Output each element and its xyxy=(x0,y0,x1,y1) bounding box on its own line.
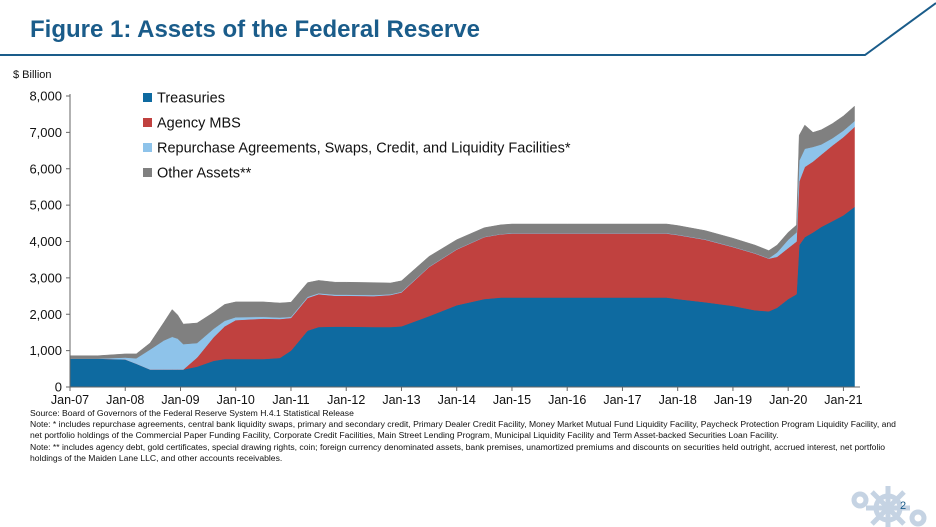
other-assets-note: Note: ** includes agency debt, gold cert… xyxy=(30,441,886,463)
legend-swatch-3 xyxy=(143,168,152,177)
x-tick-label: Jan-08 xyxy=(106,393,144,407)
y-tick-label: 4,000 xyxy=(29,234,62,249)
legend-swatch-1 xyxy=(143,118,152,127)
x-tick-label: Jan-13 xyxy=(382,393,420,407)
x-tick-label: Jan-12 xyxy=(327,393,365,407)
y-tick-label: 8,000 xyxy=(29,89,62,104)
y-tick-label: 0 xyxy=(55,380,62,395)
x-tick-label: Jan-09 xyxy=(161,393,199,407)
x-tick-label: Jan-14 xyxy=(438,393,476,407)
legend-label-2: Repurchase Agreements, Swaps, Credit, an… xyxy=(157,141,571,157)
y-tick-label: 2,000 xyxy=(29,307,62,322)
y-tick-label: 3,000 xyxy=(29,270,62,285)
x-tick-label: Jan-20 xyxy=(769,393,807,407)
x-tick-label: Jan-21 xyxy=(824,393,862,407)
x-tick-label: Jan-17 xyxy=(603,393,641,407)
x-tick-label: Jan-18 xyxy=(659,393,697,407)
area-series-3 xyxy=(69,105,855,359)
chart-notes: Source: Board of Governors of the Federa… xyxy=(30,408,910,464)
legend-swatch-2 xyxy=(143,143,152,152)
header-decoration xyxy=(0,2,936,56)
source-note: Source: Board of Governors of the Federa… xyxy=(30,408,354,418)
facilities-note: Note: * includes repurchase agreements, … xyxy=(30,419,896,441)
header-rule-line xyxy=(0,2,936,56)
y-axis-label: $ Billion xyxy=(13,69,52,81)
page-title: Figure 1: Assets of the Federal Reserve xyxy=(30,16,480,43)
x-tick-label: Jan-19 xyxy=(714,393,752,407)
gear-logo-icon xyxy=(851,486,927,527)
x-tick-label: Jan-10 xyxy=(217,393,255,407)
assets-area-chart: 0 1,000 2,000 3,000 4,000 5,000 6,000 7,000 8,00… xyxy=(13,69,863,407)
x-tick-label: Jan-11 xyxy=(272,393,309,407)
x-tick-label: Jan-07 xyxy=(51,393,89,407)
y-tick-label: 7,000 xyxy=(29,125,62,140)
y-tick-label: 1,000 xyxy=(29,343,62,358)
legend-label-1: Agency MBS xyxy=(157,116,241,132)
page-number: 2 xyxy=(900,500,907,512)
y-tick-label: 5,000 xyxy=(29,198,62,213)
legend-label-0: Treasuries xyxy=(157,91,225,107)
legend-label-3: Other Assets** xyxy=(157,166,252,182)
legend-swatch-0 xyxy=(143,93,152,102)
x-tick-label: Jan-15 xyxy=(493,393,531,407)
y-tick-label: 6,000 xyxy=(29,161,62,176)
x-tick-label: Jan-16 xyxy=(548,393,586,407)
